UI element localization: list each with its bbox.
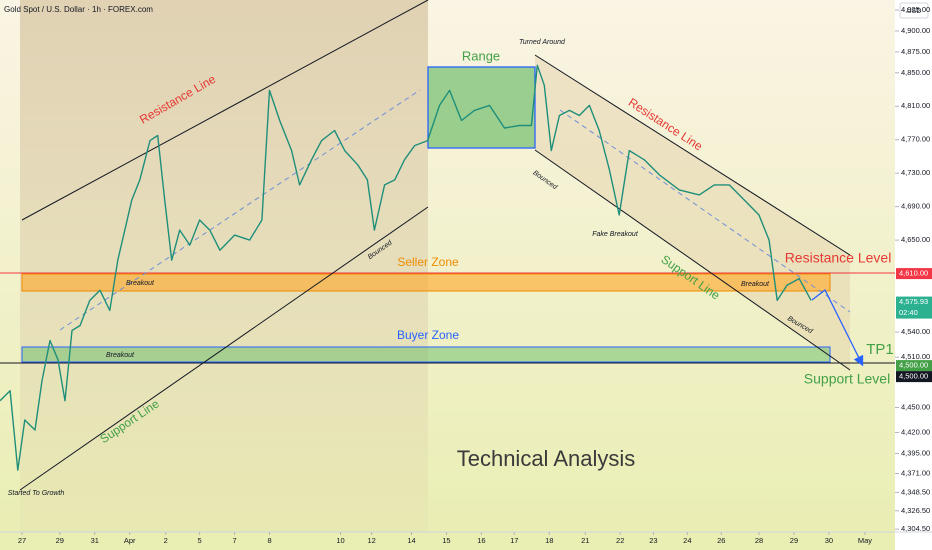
annotation: Breakout <box>106 352 135 359</box>
price-tag <box>896 268 932 280</box>
price-tag-label: 4,500.00 <box>899 372 928 381</box>
channel-line <box>534 54 851 256</box>
price-tag <box>896 371 932 383</box>
annotation: Started To Growth <box>8 490 65 497</box>
price-line <box>0 64 812 471</box>
y-tick-label: 4,810.00 <box>901 101 930 110</box>
x-tick-label: 5 <box>198 536 202 545</box>
annotation: Fake Breakout <box>592 231 639 238</box>
price-tag <box>896 296 932 319</box>
currency-box <box>899 2 929 19</box>
y-tick-label: 4,690.00 <box>901 202 930 211</box>
x-tick-label: Apr <box>124 536 136 545</box>
price-tag <box>896 360 932 372</box>
channel-shade <box>20 0 428 532</box>
y-tick-label: 4,450.00 <box>901 402 930 411</box>
annotation: Resistance Level <box>785 250 892 266</box>
x-tick-label: 16 <box>477 536 485 545</box>
x-tick-label: 24 <box>683 536 691 545</box>
y-tick-label: 4,420.00 <box>901 428 930 437</box>
channel-line <box>21 0 429 221</box>
annotation: Buyer Zone <box>397 328 459 342</box>
annotation: Range <box>462 48 500 63</box>
x-tick-label: 2 <box>164 536 168 545</box>
x-tick-label: 21 <box>581 536 589 545</box>
x-tick-label: 22 <box>616 536 624 545</box>
channel-midline <box>559 109 851 313</box>
x-tick-label: 29 <box>790 536 798 545</box>
price-tag-countdown: 02:40 <box>899 308 918 317</box>
channel-line <box>534 149 851 371</box>
x-tick-label: 7 <box>233 536 237 545</box>
price-tag-label: 4,500.00 <box>899 361 928 370</box>
x-tick-label: 31 <box>91 536 99 545</box>
x-tick-label: 8 <box>267 536 271 545</box>
y-tick-label: 4,900.00 <box>901 26 930 35</box>
x-tick-label: 26 <box>717 536 725 545</box>
x-tick-label: 17 <box>510 536 518 545</box>
x-tick-label: 23 <box>649 536 657 545</box>
channel-line <box>19 206 429 491</box>
x-tick-label: 15 <box>442 536 450 545</box>
x-tick-label: 14 <box>407 536 415 545</box>
y-tick-label: 4,371.00 <box>901 469 930 478</box>
annotation: Support Level <box>804 371 890 387</box>
y-tick-label: 4,650.00 <box>901 235 930 244</box>
y-tick-label: 4,770.00 <box>901 135 930 144</box>
channel-midline <box>59 89 421 331</box>
annotation: Breakout <box>126 280 155 287</box>
x-tick-label: 29 <box>56 536 64 545</box>
x-tick-label: 28 <box>755 536 763 545</box>
x-tick-label: May <box>858 536 872 545</box>
y-tick-label: 4,540.00 <box>901 327 930 336</box>
x-tick-label: 10 <box>336 536 344 545</box>
chart-title: Gold Spot / U.S. Dollar · 1h · FOREX.com <box>4 5 153 14</box>
price-tag-label: 4,575.93 <box>899 297 928 306</box>
x-tick-label: 30 <box>825 536 833 545</box>
annotation: Breakout <box>741 281 770 288</box>
footer-title: Technical Analysis <box>457 446 636 471</box>
y-tick-label: 4,925.00 <box>901 5 930 14</box>
projection-arrow <box>811 289 864 367</box>
annotation: Turned Around <box>519 39 566 46</box>
annotation: Seller Zone <box>397 255 459 269</box>
x-tick-label: 18 <box>545 536 553 545</box>
y-tick-label: 4,510.00 <box>901 352 930 361</box>
currency: USD <box>907 8 922 15</box>
y-tick-label: 4,304.50 <box>901 524 930 533</box>
price-tag-label: 4,610.00 <box>899 269 928 278</box>
y-tick-label: 4,730.00 <box>901 168 930 177</box>
annotation: TP1 <box>866 341 894 358</box>
y-tick-label: 4,348.50 <box>901 487 930 496</box>
y-tick-label: 4,850.00 <box>901 68 930 77</box>
y-tick-label: 4,875.00 <box>901 47 930 56</box>
y-tick-label: 4,326.50 <box>901 506 930 515</box>
x-tick-label: 27 <box>18 536 26 545</box>
buyer-zone <box>21 346 831 363</box>
y-tick-label: 4,395.00 <box>901 448 930 457</box>
x-tick-label: 12 <box>367 536 375 545</box>
seller-zone <box>21 273 831 292</box>
